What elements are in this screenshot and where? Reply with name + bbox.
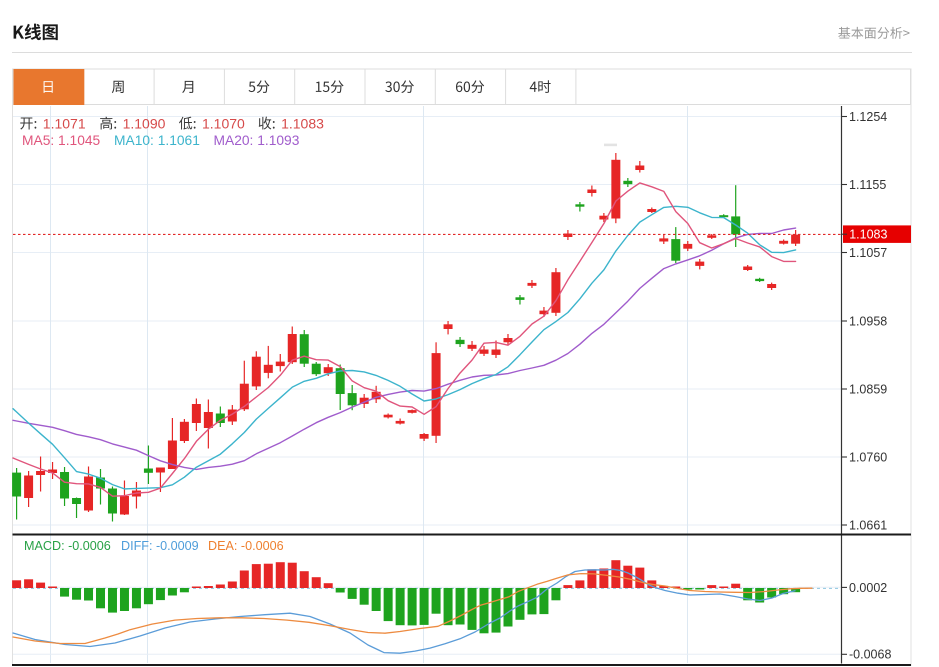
svg-text:1.0859: 1.0859 [849, 382, 887, 396]
svg-text:1.1155: 1.1155 [849, 178, 886, 192]
svg-text:1.1070: 1.1070 [202, 115, 245, 131]
svg-text:1.0760: 1.0760 [849, 450, 887, 464]
svg-text:-0.0068: -0.0068 [849, 648, 891, 662]
svg-text:MA10: 1.1061: MA10: 1.1061 [114, 133, 200, 148]
svg-text:MACD: -0.0006: MACD: -0.0006 [24, 539, 111, 553]
svg-text:1.1090: 1.1090 [123, 115, 166, 131]
svg-text:MA5: 1.1045: MA5: 1.1045 [22, 133, 101, 148]
svg-text:0.0002: 0.0002 [849, 581, 887, 595]
svg-text:1.0958: 1.0958 [849, 314, 887, 328]
svg-text:1.1083: 1.1083 [849, 228, 887, 242]
svg-text:DEA: -0.0006: DEA: -0.0006 [208, 539, 284, 553]
svg-text:1.0661: 1.0661 [849, 518, 887, 532]
svg-text:MA20: 1.1093: MA20: 1.1093 [214, 133, 300, 148]
svg-text:1.1057: 1.1057 [849, 246, 887, 260]
svg-text:1.1083: 1.1083 [281, 115, 324, 131]
svg-text:1.1254: 1.1254 [849, 110, 887, 124]
svg-text:DIFF: -0.0009: DIFF: -0.0009 [121, 539, 199, 553]
svg-text:1.1071: 1.1071 [43, 115, 86, 131]
